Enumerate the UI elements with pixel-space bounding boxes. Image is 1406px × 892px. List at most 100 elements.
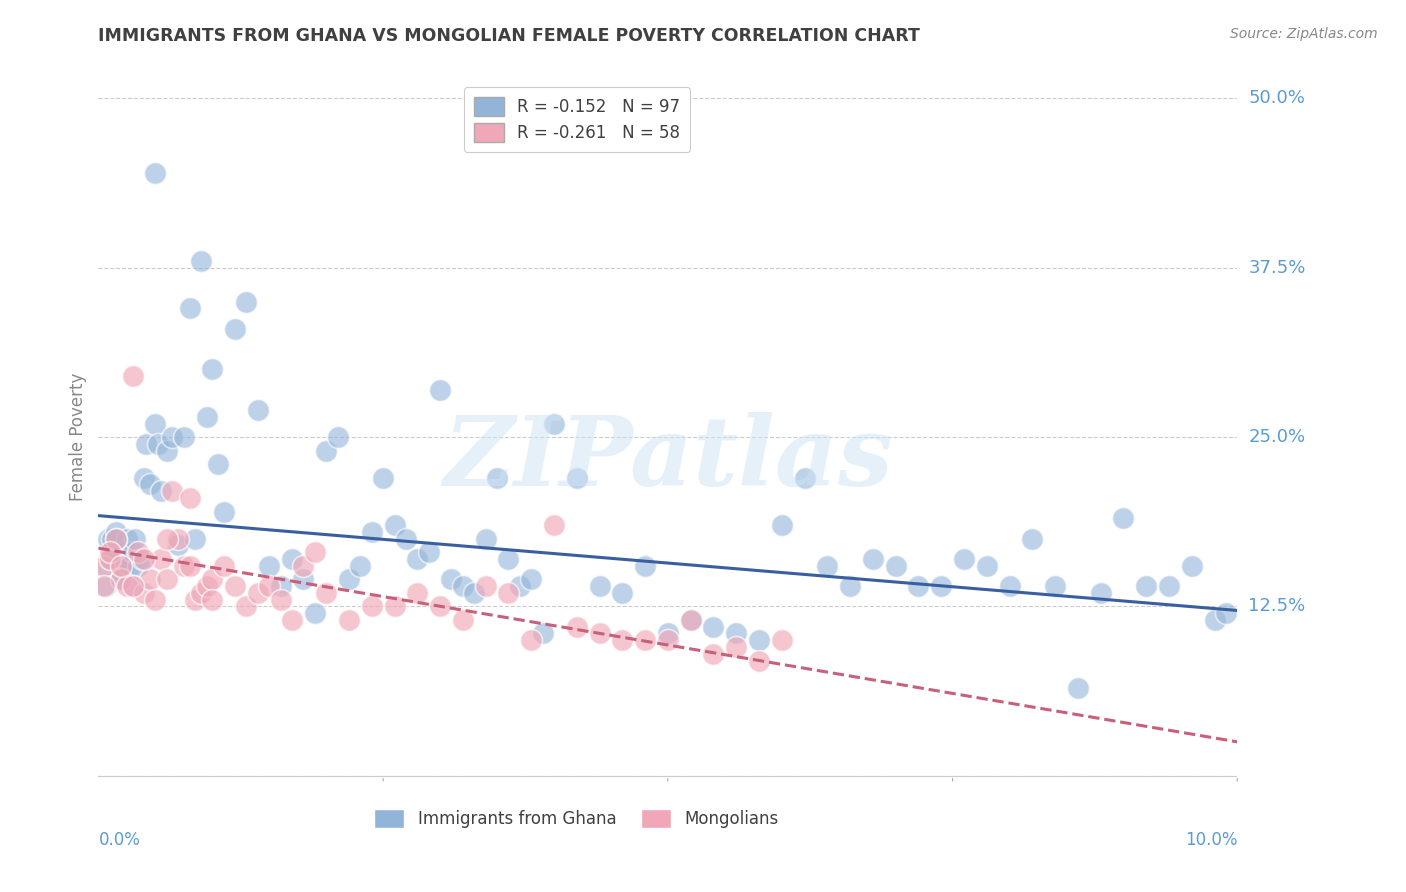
Point: [190, 586, 212, 600]
Point: [124, 532, 146, 546]
Point: [588, 579, 610, 593]
Point: [150, 484, 173, 499]
Point: [121, 369, 143, 384]
Point: [337, 613, 360, 627]
Point: [543, 518, 565, 533]
Point: [190, 254, 212, 268]
Point: [121, 579, 143, 593]
Point: [406, 552, 429, 566]
Point: [292, 572, 315, 586]
Point: [259, 579, 281, 593]
Point: [184, 532, 207, 546]
Point: [520, 572, 543, 586]
Point: [702, 620, 724, 634]
Point: [132, 586, 155, 600]
Point: [634, 633, 657, 648]
Legend: Immigrants from Ghana, Mongolians: Immigrants from Ghana, Mongolians: [368, 802, 786, 835]
Point: [657, 633, 679, 648]
Point: [270, 592, 292, 607]
Point: [543, 417, 565, 431]
Point: [96, 532, 118, 546]
Point: [98, 552, 121, 566]
Point: [815, 558, 838, 573]
Point: [929, 579, 952, 593]
Point: [97, 552, 120, 566]
Point: [207, 457, 229, 471]
Point: [246, 586, 269, 600]
Point: [127, 545, 149, 559]
Point: [884, 558, 907, 573]
Point: [281, 613, 304, 627]
Point: [451, 579, 474, 593]
Point: [953, 552, 976, 566]
Text: 37.5%: 37.5%: [1249, 259, 1306, 277]
Point: [156, 572, 179, 586]
Point: [429, 599, 451, 614]
Point: [201, 362, 224, 376]
Point: [110, 572, 132, 586]
Point: [326, 430, 349, 444]
Point: [108, 558, 131, 573]
Point: [486, 471, 509, 485]
Point: [292, 558, 315, 573]
Text: Source: ZipAtlas.com: Source: ZipAtlas.com: [1230, 27, 1378, 41]
Text: 50.0%: 50.0%: [1249, 89, 1305, 107]
Point: [96, 579, 118, 593]
Point: [127, 558, 149, 573]
Point: [162, 484, 184, 499]
Point: [179, 301, 201, 316]
Point: [565, 620, 588, 634]
Point: [373, 471, 395, 485]
Point: [195, 579, 218, 593]
Text: 10.0%: 10.0%: [1185, 830, 1237, 848]
Point: [104, 532, 127, 546]
Point: [270, 579, 292, 593]
Point: [115, 532, 138, 546]
Text: 25.0%: 25.0%: [1249, 428, 1306, 446]
Point: [793, 471, 815, 485]
Point: [725, 640, 748, 654]
Point: [150, 552, 173, 566]
Point: [1215, 606, 1237, 620]
Point: [101, 532, 124, 546]
Point: [132, 552, 155, 566]
Point: [179, 491, 201, 505]
Point: [748, 633, 770, 648]
Point: [474, 579, 496, 593]
Point: [395, 532, 418, 546]
Text: IMMIGRANTS FROM GHANA VS MONGOLIAN FEMALE POVERTY CORRELATION CHART: IMMIGRANTS FROM GHANA VS MONGOLIAN FEMAL…: [98, 27, 921, 45]
Point: [337, 572, 360, 586]
Point: [212, 558, 235, 573]
Text: 12.5%: 12.5%: [1249, 598, 1306, 615]
Point: [679, 613, 702, 627]
Point: [498, 552, 520, 566]
Point: [110, 572, 132, 586]
Point: [418, 545, 440, 559]
Point: [474, 532, 496, 546]
Point: [998, 579, 1021, 593]
Point: [384, 599, 406, 614]
Point: [132, 471, 155, 485]
Point: [976, 558, 998, 573]
Point: [138, 477, 160, 491]
Text: 0.0%: 0.0%: [98, 830, 141, 848]
Point: [634, 558, 657, 573]
Point: [98, 552, 121, 566]
Point: [862, 552, 884, 566]
Point: [93, 558, 115, 573]
Point: [104, 524, 127, 539]
Point: [235, 294, 257, 309]
Point: [451, 613, 474, 627]
Point: [281, 552, 304, 566]
Point: [110, 572, 132, 586]
Point: [839, 579, 862, 593]
Point: [162, 430, 184, 444]
Point: [725, 626, 748, 640]
Point: [1181, 558, 1204, 573]
Point: [112, 558, 135, 573]
Point: [588, 626, 610, 640]
Point: [509, 579, 531, 593]
Point: [612, 633, 634, 648]
Point: [179, 558, 201, 573]
Point: [565, 471, 588, 485]
